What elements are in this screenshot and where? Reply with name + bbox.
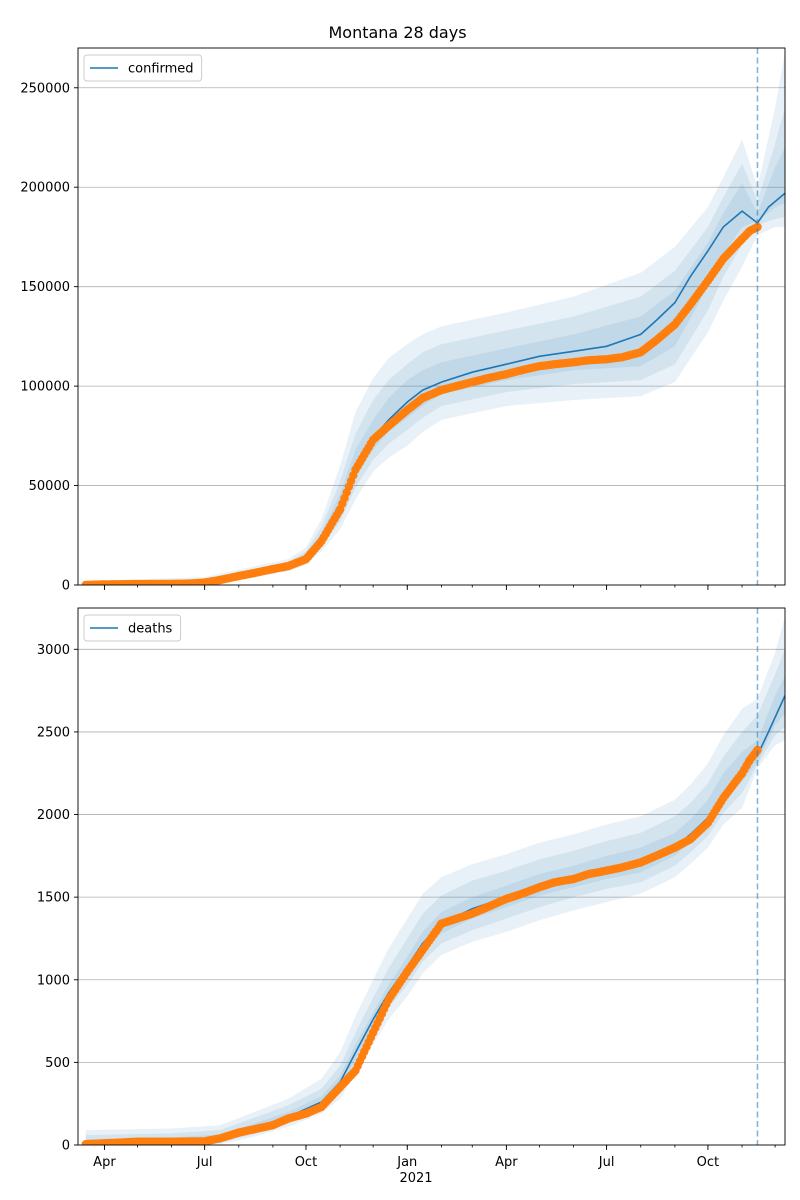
uncertainty-band-3 — [85, 147, 785, 585]
figure-title: Montana 28 days — [328, 23, 466, 42]
x-tick-label: Apr — [93, 1155, 116, 1170]
legend-box — [83, 614, 182, 642]
confirmed-panel: 0 50000 100000 150000 200000 250000 confirmed — [20, 47, 786, 594]
y-tick-label: 2000 — [37, 808, 70, 823]
observed-points-confirmed — [81, 222, 762, 585]
y-tick-label: 2500 — [37, 725, 70, 740]
plot-area — [81, 616, 785, 1145]
observed-points-deaths — [81, 745, 762, 1145]
legend-deaths: deaths — [83, 614, 182, 642]
y-tick-label: 250000 — [20, 81, 70, 96]
x-tick-label: Jan — [396, 1155, 417, 1170]
deaths-panel: 0 500 1000 1500 2000 2500 3000 Apr Jul Oct Jan Apr J… — [37, 607, 786, 1170]
observed-point — [753, 222, 762, 232]
observed-point — [753, 745, 762, 755]
y-tick-label: 1000 — [37, 973, 70, 988]
y-tick-label: 150000 — [20, 280, 70, 295]
axes-frame — [77, 47, 786, 586]
x-tick-label: Oct — [697, 1155, 719, 1170]
y-tick-label: 1500 — [37, 891, 70, 906]
x-tick-label: Oct — [295, 1155, 317, 1170]
legend-label: confirmed — [128, 62, 194, 77]
y-tick-label: 500 — [45, 1056, 70, 1071]
y-tick-label: 200000 — [20, 181, 70, 196]
y-tick-label: 50000 — [29, 479, 70, 494]
y-tick-label: 100000 — [20, 380, 70, 395]
legend-confirmed: confirmed — [83, 54, 203, 82]
x-tick-label: Jul — [598, 1155, 615, 1170]
y-tick-label: 0 — [62, 579, 70, 594]
uncertainty-band-1 — [85, 52, 785, 585]
x-tick-label: Apr — [495, 1155, 518, 1170]
legend-box — [83, 54, 203, 82]
uncertainty-band-1 — [85, 616, 785, 1145]
legend-label: deaths — [128, 622, 173, 637]
y-tick-label: 0 — [62, 1139, 70, 1154]
axes-frame — [77, 607, 786, 1146]
x-tick-label: Jul — [196, 1155, 213, 1170]
year-label: 2021 — [399, 1171, 432, 1186]
plot-area — [81, 52, 785, 585]
y-tick-label: 3000 — [37, 643, 70, 658]
